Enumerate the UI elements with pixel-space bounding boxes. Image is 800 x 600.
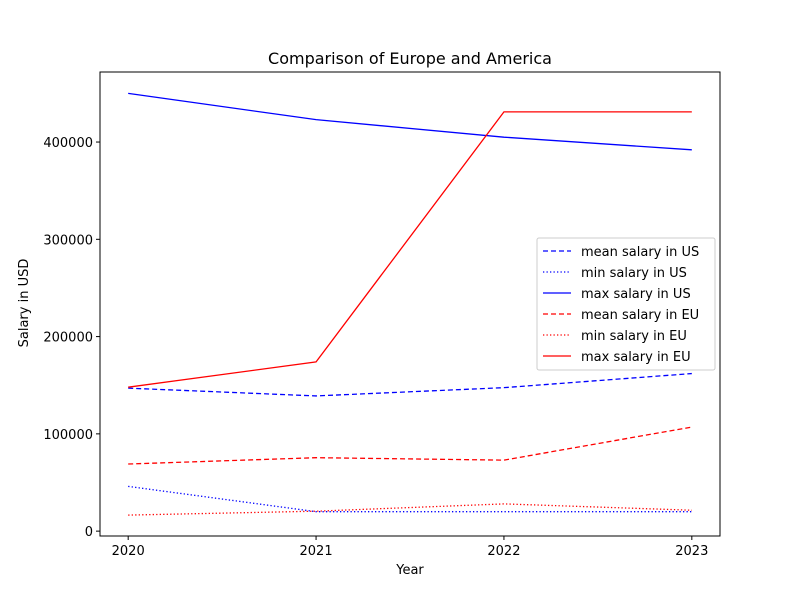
axes: 2020 2021 2022 2023 0 100000 200000 300000 40000… — [43, 71, 721, 559]
legend-label: mean salary in EU — [581, 308, 699, 323]
series-line-6 — [128, 111, 692, 388]
x-axis-label: Year — [395, 563, 424, 578]
y-tick-label: 300000 — [43, 233, 93, 248]
y-tick-label: 0 — [85, 525, 93, 540]
legend-label: min salary in US — [581, 266, 687, 281]
x-tick-label: 2021 — [300, 544, 333, 559]
x-tick-label: 2020 — [112, 544, 145, 559]
legend-label: mean salary in US — [581, 245, 699, 260]
y-tick-label: 200000 — [43, 331, 93, 346]
axes-frame — [99, 71, 721, 537]
series-line-1 — [128, 372, 692, 397]
plot-area — [128, 92, 692, 516]
chart-title: Comparison of Europe and America — [268, 49, 552, 68]
legend: mean salary in US min salary in US max sal… — [536, 237, 716, 371]
y-tick-label: 100000 — [43, 428, 93, 443]
x-tick-label: 2022 — [487, 544, 520, 559]
legend-label: max salary in EU — [581, 350, 691, 365]
legend-label: min salary in EU — [581, 329, 687, 344]
x-tick-label: 2023 — [675, 544, 708, 559]
series-line-2 — [128, 485, 692, 513]
y-tick-label: 400000 — [43, 136, 93, 151]
series-line-4 — [128, 426, 692, 465]
legend-label: max salary in US — [581, 287, 691, 302]
legend-frame — [536, 237, 716, 371]
series-line-3 — [128, 92, 692, 151]
y-axis-label: Salary in USD — [17, 259, 32, 348]
series-line-5 — [128, 503, 692, 516]
